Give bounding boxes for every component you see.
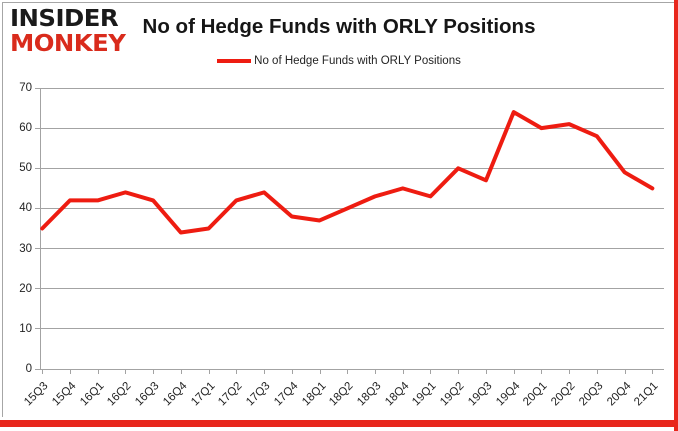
x-axis-tick-label: 16Q2 <box>105 380 134 409</box>
x-axis-tick-label: 20Q1 <box>521 380 550 409</box>
x-axis-tick <box>652 369 654 374</box>
legend-label: No of Hedge Funds with ORLY Positions <box>254 55 461 67</box>
x-axis-tick <box>125 369 127 374</box>
x-axis-tick-label: 15Q4 <box>50 380 79 409</box>
y-axis-tick <box>35 207 40 209</box>
gridline <box>40 127 664 129</box>
x-axis-tick <box>430 369 432 374</box>
x-axis-tick-label: 19Q1 <box>410 380 439 409</box>
x-axis-tick-label: 19Q3 <box>466 380 495 409</box>
x-axis-tick-label: 17Q1 <box>188 380 218 409</box>
gridline <box>40 288 664 290</box>
y-axis-tick <box>35 328 40 330</box>
x-axis-tick <box>264 369 266 374</box>
x-axis-tick <box>513 369 515 374</box>
frame-accent-bottom <box>0 420 678 427</box>
y-axis-tick-label: 70 <box>19 82 32 94</box>
x-axis-tick <box>180 369 182 374</box>
frame-border-top <box>2 2 676 3</box>
y-axis-tick <box>35 127 40 129</box>
x-axis-tick-label: 17Q3 <box>244 380 273 409</box>
x-axis-tick-label: 16Q3 <box>133 380 162 409</box>
x-axis-tick <box>319 369 321 374</box>
x-axis-tick-label: 19Q4 <box>493 380 523 409</box>
gridline <box>40 368 664 370</box>
x-axis-tick <box>569 369 571 374</box>
gridline <box>40 248 664 250</box>
y-axis-tick-label: 20 <box>19 282 32 295</box>
y-axis-tick-label: 30 <box>19 242 32 255</box>
series-line-hedge-funds <box>40 110 655 235</box>
y-axis-tick <box>35 288 40 290</box>
x-axis-tick <box>596 369 598 374</box>
gridline <box>40 87 664 89</box>
x-axis-tick-label: 17Q2 <box>216 380 245 409</box>
x-axis-tick-label: 15Q3 <box>22 380 51 409</box>
x-axis-tick <box>375 369 377 374</box>
x-axis-tick <box>347 369 349 374</box>
y-axis-tick-label: 10 <box>19 322 32 335</box>
frame-border-left <box>2 2 3 417</box>
series-line-group <box>40 110 655 235</box>
x-axis-tick-label: 20Q3 <box>576 380 606 409</box>
frame-accent-right <box>674 0 678 431</box>
x-axis-tick-label: 18Q4 <box>382 380 412 409</box>
y-axis-tick-label: 50 <box>19 162 32 175</box>
x-axis-tick-label: 21Q1 <box>632 380 661 409</box>
x-axis-tick <box>153 369 155 374</box>
chart-legend: No of Hedge Funds with ORLY Positions <box>0 55 678 67</box>
x-axis-tick-label: 17Q4 <box>271 380 301 409</box>
y-axis-tick-label: 60 <box>19 122 32 135</box>
x-axis-tick <box>624 369 626 374</box>
x-axis-tick <box>541 369 543 374</box>
logo-text-monkey: MONKEY <box>10 31 126 57</box>
y-axis-tick <box>35 167 40 169</box>
x-axis-tick <box>69 369 71 374</box>
x-axis-tick-label: 19Q2 <box>438 380 467 409</box>
x-axis-tick <box>485 369 487 374</box>
logo-text-insider: INSIDER <box>10 6 119 32</box>
x-axis-tick-label: 20Q2 <box>549 380 578 409</box>
x-axis-tick <box>208 369 210 374</box>
x-axis-tick <box>236 369 238 374</box>
y-axis-tick-label: 40 <box>19 202 32 215</box>
page-title: No of Hedge Funds with ORLY Positions <box>142 15 536 38</box>
x-axis-tick <box>42 369 44 374</box>
y-axis-tick <box>35 248 40 250</box>
x-axis-tick <box>402 369 404 374</box>
x-axis-tick-label: 18Q1 <box>299 380 329 409</box>
x-axis-tick-label: 18Q2 <box>327 380 356 409</box>
gridline <box>40 167 664 169</box>
x-axis-tick-label: 16Q1 <box>77 380 107 409</box>
x-axis-tick <box>97 369 99 374</box>
x-axis-tick-label: 16Q4 <box>160 380 190 409</box>
y-axis-tick <box>35 87 40 89</box>
y-axis-tick-label: 0 <box>25 363 32 375</box>
x-axis-tick-label: 18Q3 <box>355 380 384 409</box>
insider-monkey-logo: INSIDER MONKEY <box>10 8 132 60</box>
legend-color-swatch <box>217 59 252 63</box>
x-axis-tick <box>291 369 293 374</box>
x-axis-tick-label: 20Q4 <box>604 380 634 409</box>
x-axis-tick <box>458 369 460 374</box>
y-axis-tick <box>35 368 40 370</box>
plot-area: 0 10 20 30 40 50 60 70 15Q3 15Q4 16Q1 16Q2 16Q3 16Q4… <box>19 82 664 408</box>
gridline <box>40 328 664 330</box>
